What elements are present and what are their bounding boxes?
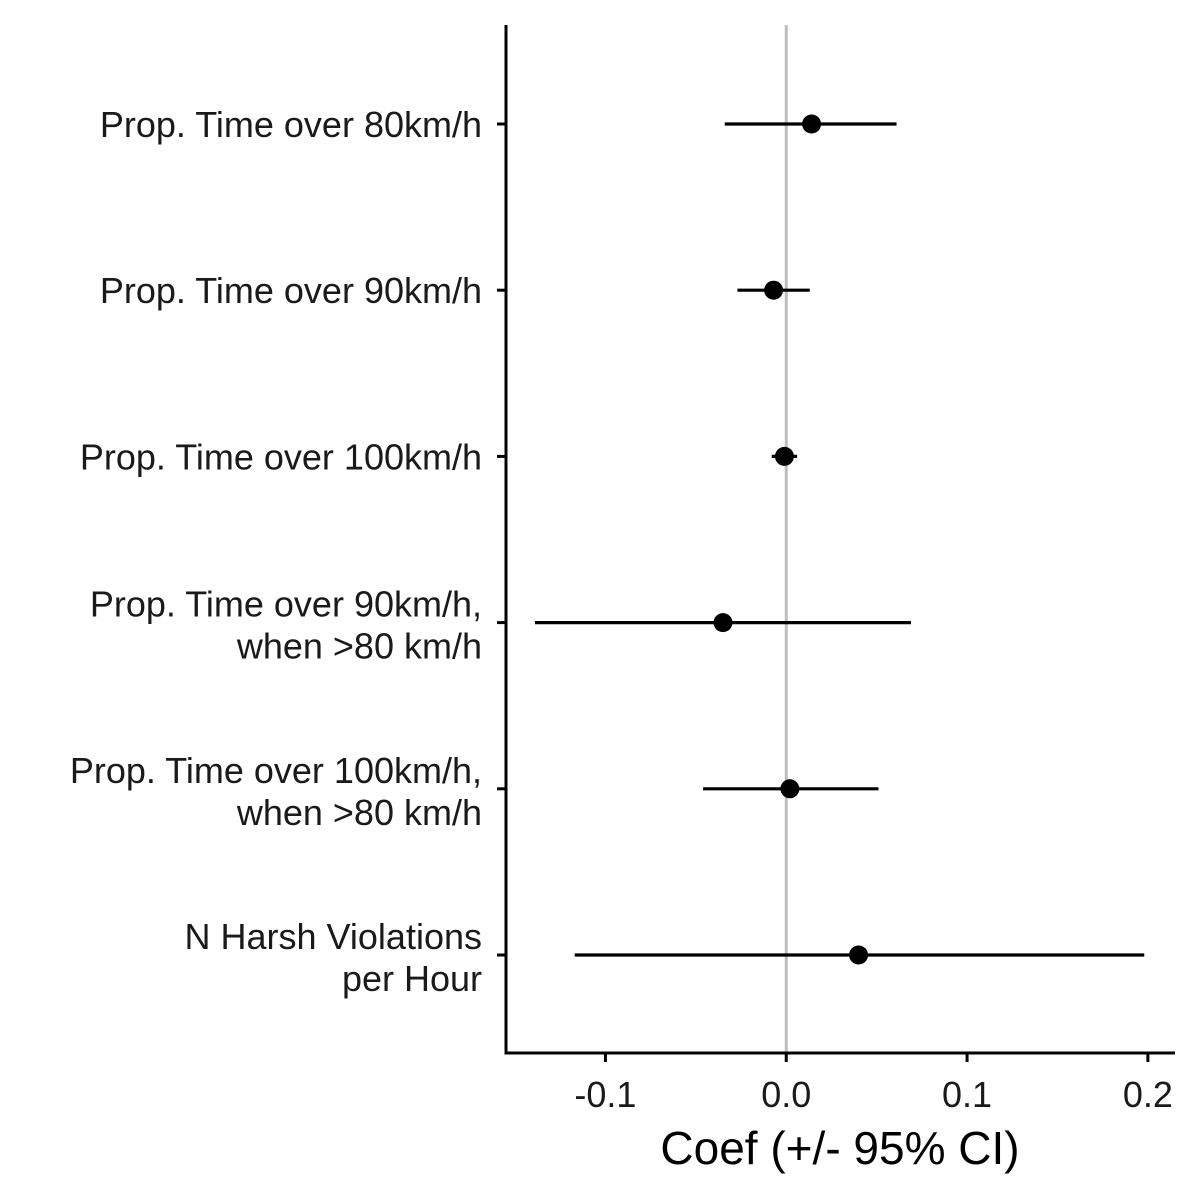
estimate-point-layer: [713, 114, 869, 965]
y-tick-label-line: Prop. Time over 80km/h: [100, 104, 482, 145]
confidence-interval-layer: [534, 122, 1145, 957]
x-axis-title: Coef (+/- 95% CI): [660, 1122, 1019, 1174]
y-tick-label-line: when >80 km/h: [236, 792, 482, 833]
y-tick-label: N Harsh Violations per Hour: [185, 916, 482, 999]
y-tick-label-line: when >80 km/h: [236, 626, 482, 667]
y-tick-label-line: Prop. Time over 90km/h,: [90, 584, 482, 625]
x-tick-label: 0.2: [1123, 1074, 1173, 1115]
x-tick-label-layer: -0.1 0.0 0.1 0.2: [574, 1074, 1172, 1115]
y-tick-label: Prop. Time over 90km/h, when >80 km/h: [90, 584, 482, 667]
y-tick-label: Prop. Time over 100km/h: [80, 436, 482, 477]
estimate-point: [849, 945, 869, 965]
y-tick-label-line: Prop. Time over 90km/h: [100, 270, 482, 311]
y-tick-label: Prop. Time over 90km/h: [100, 270, 482, 311]
y-tick-label-line: per Hour: [342, 958, 482, 999]
y-tick-label-line: Prop. Time over 100km/h: [80, 436, 482, 477]
y-tick-label: Prop. Time over 100km/h, when >80 km/h: [70, 750, 482, 833]
estimate-point: [802, 114, 822, 134]
estimate-point: [774, 446, 794, 466]
x-tick-label: -0.1: [574, 1074, 636, 1115]
y-tick-label-line: N Harsh Violations: [185, 916, 482, 957]
y-tick-label: Prop. Time over 80km/h: [100, 104, 482, 145]
estimate-point: [713, 613, 733, 633]
estimate-point: [780, 779, 800, 799]
y-tick-label-line: Prop. Time over 100km/h,: [70, 750, 482, 791]
axis-layer: [497, 25, 1175, 1062]
y-tick-label-layer: Prop. Time over 80km/h Prop. Time over 90…: [70, 104, 482, 999]
estimate-point: [764, 280, 784, 300]
x-tick-label: 0.0: [761, 1074, 811, 1115]
x-tick-label: 0.1: [942, 1074, 992, 1115]
